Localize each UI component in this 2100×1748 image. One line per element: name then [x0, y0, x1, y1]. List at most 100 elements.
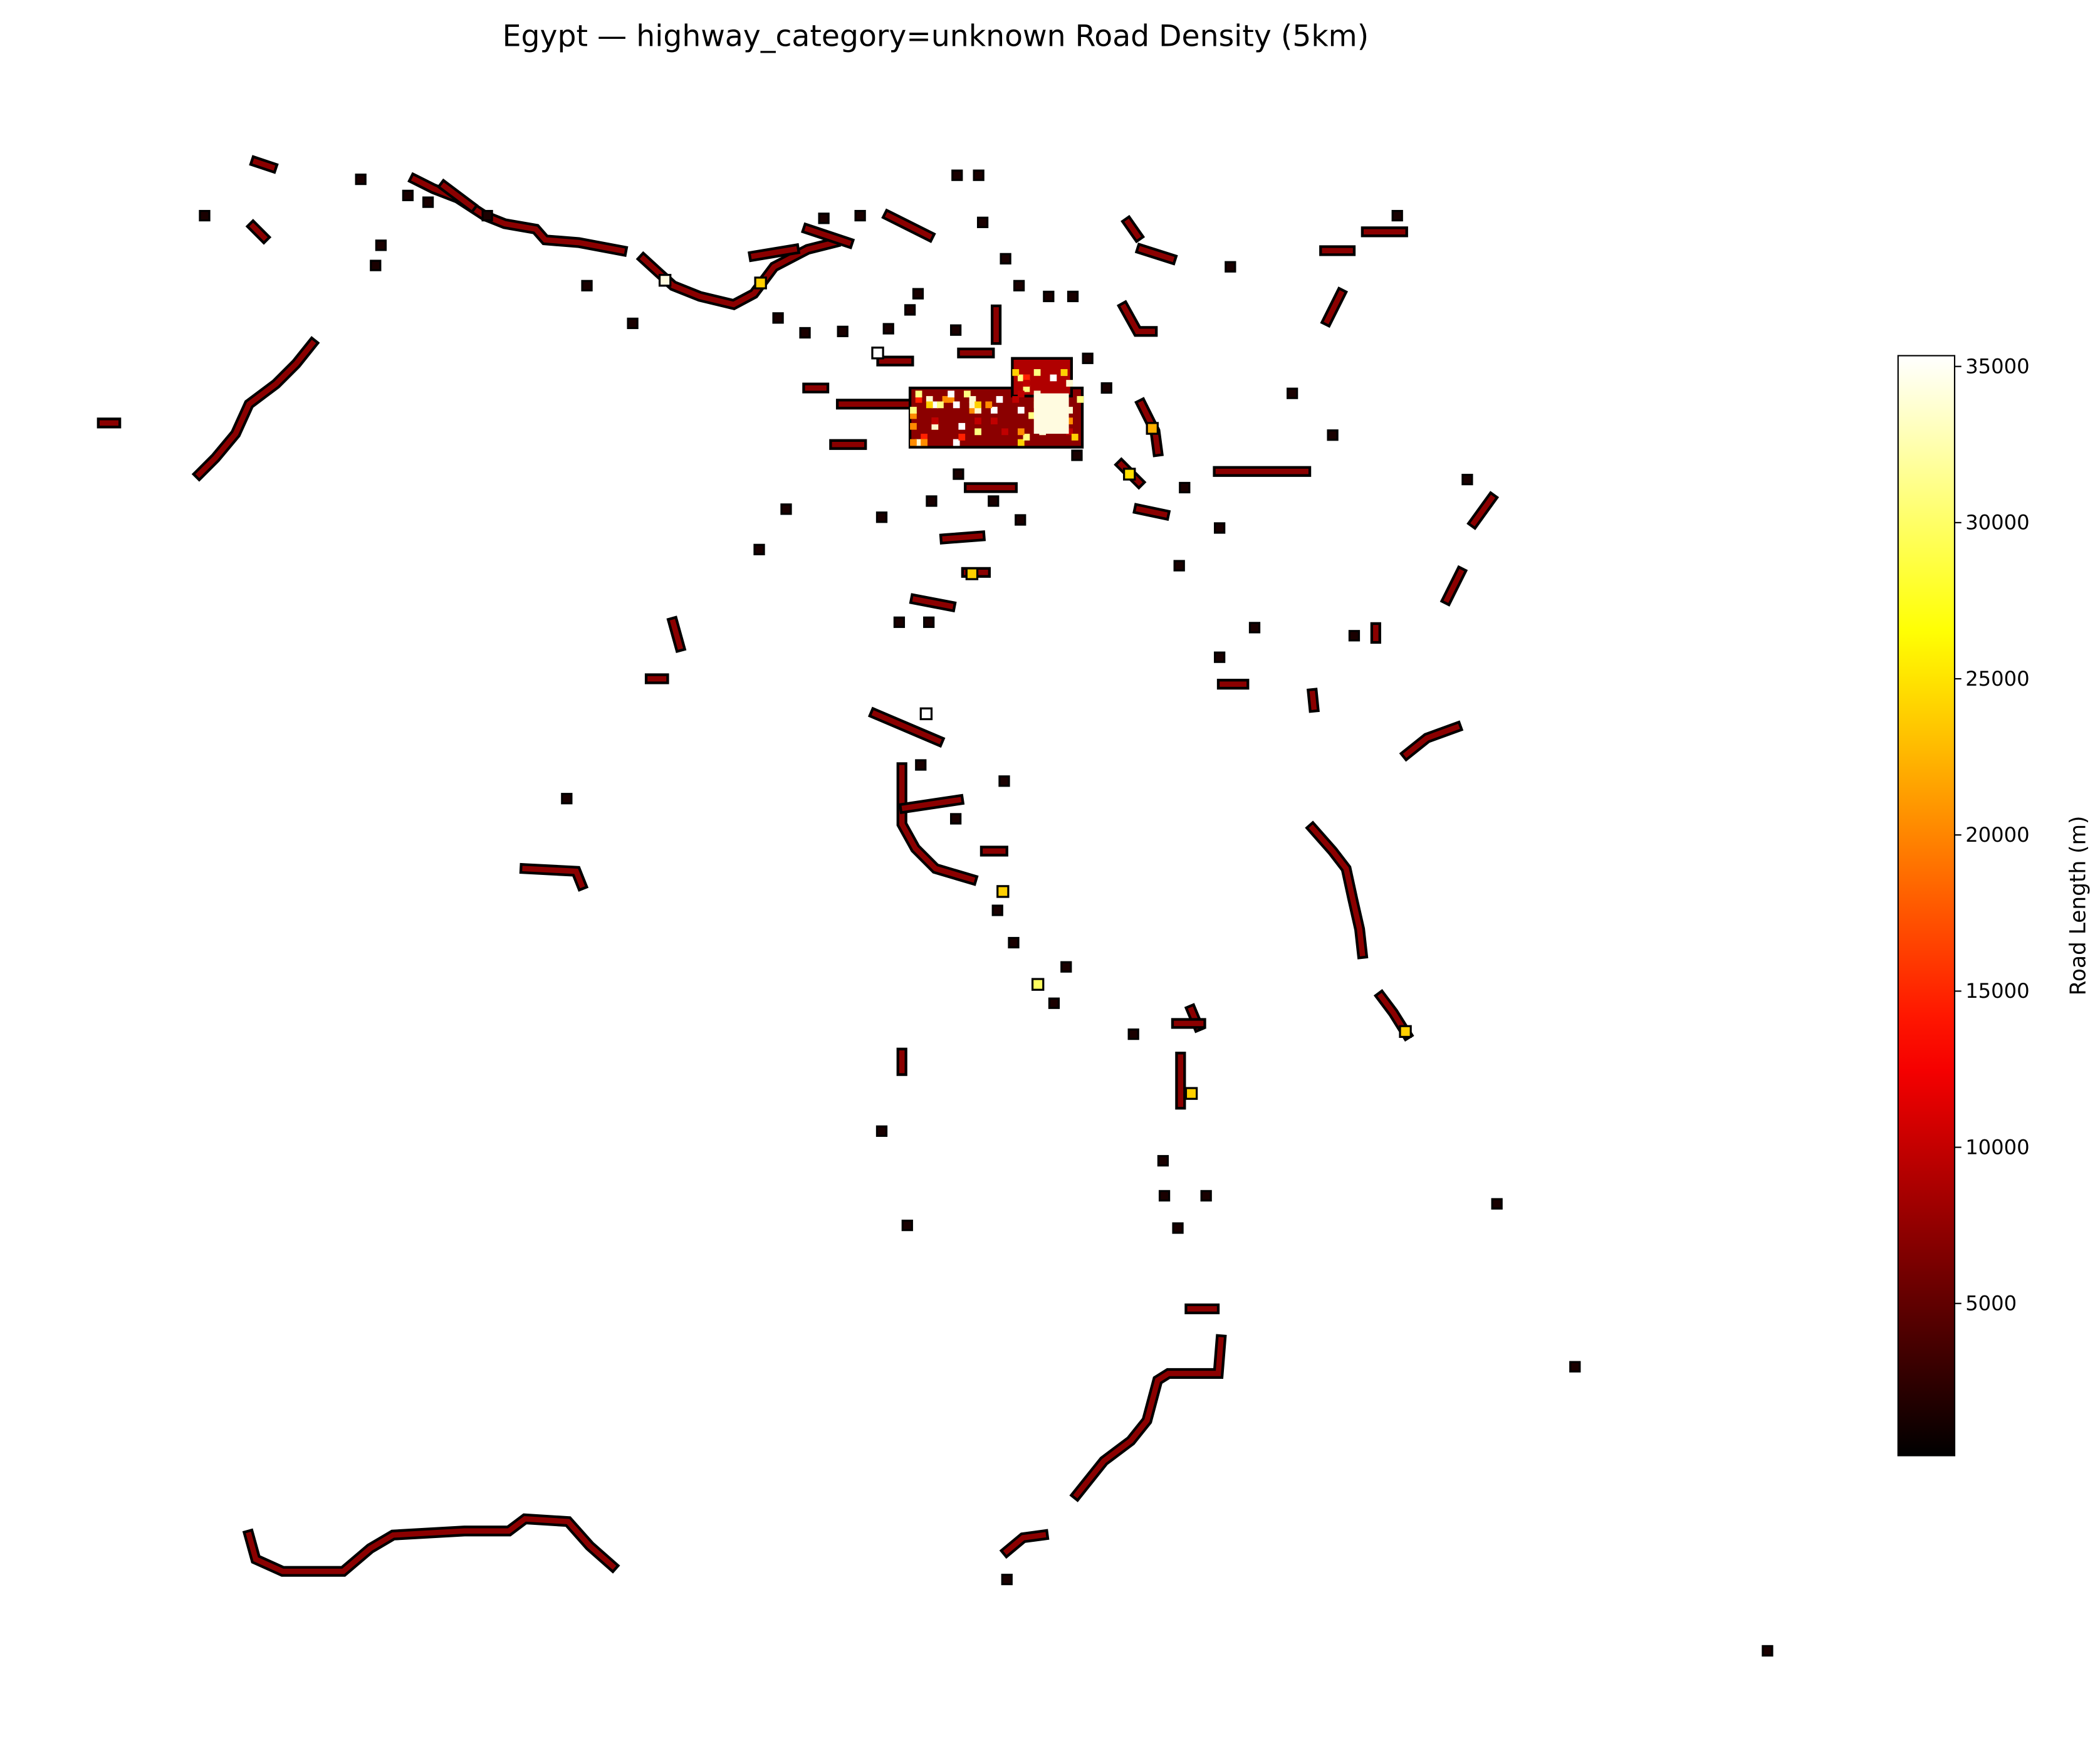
cluster-cell — [1023, 434, 1030, 441]
cell — [901, 1220, 913, 1232]
cell — [375, 239, 387, 251]
cell — [753, 543, 765, 555]
cell — [875, 1125, 888, 1137]
cell — [1225, 261, 1236, 273]
hot-cell — [965, 567, 979, 580]
cluster-cell — [931, 422, 939, 430]
cluster-cell — [1012, 369, 1020, 376]
tick-label: 25000 — [1965, 667, 2029, 691]
cell — [1762, 1645, 1774, 1657]
road — [912, 596, 954, 610]
road — [1120, 303, 1156, 335]
cell — [882, 323, 894, 335]
cell — [893, 616, 906, 628]
road — [1309, 690, 1317, 710]
cell — [1048, 997, 1060, 1009]
cell — [1461, 473, 1473, 486]
cluster-cell — [1017, 390, 1025, 398]
hot-cell — [1184, 1087, 1198, 1100]
cell — [915, 759, 927, 771]
road — [195, 340, 316, 478]
cell — [1043, 290, 1055, 303]
cluster-cell — [1066, 407, 1074, 414]
road — [1309, 824, 1366, 956]
road — [884, 212, 932, 240]
cell — [991, 904, 1003, 916]
road — [1138, 246, 1175, 263]
cluster-cell — [974, 428, 981, 436]
cell — [1214, 651, 1226, 663]
cluster-cell — [985, 401, 993, 409]
cell — [912, 288, 924, 300]
chart-title: Egypt — highway_category=unknown Road De… — [503, 19, 1369, 53]
road — [1324, 290, 1345, 325]
road — [246, 1516, 617, 1574]
cluster-cell — [921, 434, 928, 441]
cluster-cell — [915, 390, 922, 398]
road — [440, 182, 475, 211]
cluster-cell — [926, 395, 933, 403]
cluster-cell — [926, 401, 933, 409]
cluster-cell — [910, 412, 917, 419]
cluster-cell — [1060, 369, 1068, 376]
road — [1470, 495, 1496, 526]
cluster-cell — [1023, 380, 1030, 387]
cluster-cell — [1050, 374, 1057, 382]
road-outline — [242, 1513, 620, 1577]
cluster-cell — [1017, 374, 1025, 382]
cell — [818, 212, 830, 224]
cell — [976, 216, 989, 228]
road — [942, 533, 983, 542]
cluster-cell — [996, 395, 1003, 403]
cell — [1060, 961, 1072, 973]
hot-cell — [1399, 1025, 1412, 1039]
cluster-cell — [958, 434, 966, 441]
road-outline — [1305, 820, 1369, 960]
cell — [1100, 382, 1112, 394]
road — [1124, 218, 1142, 240]
cluster-cell — [1066, 380, 1074, 387]
tick-label: 30000 — [1965, 511, 2029, 535]
cluster-cell — [942, 395, 949, 403]
cluster-cell — [1017, 439, 1025, 446]
cell — [1082, 352, 1094, 364]
tick-label: 35000 — [1965, 354, 2029, 378]
cell — [561, 793, 573, 805]
cell — [951, 169, 963, 181]
colorbar-scale — [1897, 355, 1956, 1457]
road — [252, 158, 276, 171]
cell — [1287, 387, 1298, 399]
cluster-cell — [1066, 428, 1074, 436]
cell — [799, 327, 811, 339]
cluster-cell — [1071, 434, 1079, 441]
cell — [1248, 622, 1261, 634]
cluster-cell — [974, 407, 981, 414]
road — [249, 222, 268, 241]
map — [97, 155, 1774, 1657]
cell — [481, 209, 493, 222]
cluster-cell — [948, 390, 954, 398]
cell — [1008, 936, 1020, 949]
cell — [1327, 429, 1339, 441]
cluster-cell — [915, 395, 922, 403]
cluster-cell — [969, 407, 976, 414]
cell — [1172, 1222, 1184, 1234]
hot-cell — [1146, 422, 1159, 435]
cluster-cell — [910, 439, 917, 446]
road — [871, 710, 942, 745]
cell — [422, 196, 434, 208]
tick-label: 15000 — [1965, 979, 2029, 1003]
cluster-cell — [1023, 385, 1030, 392]
cell — [772, 312, 784, 324]
cell — [1067, 290, 1079, 303]
cell — [581, 280, 593, 291]
cell — [1000, 253, 1011, 264]
cell — [1491, 1198, 1503, 1210]
road — [1403, 723, 1460, 758]
cell — [923, 616, 935, 628]
cluster-cell — [1017, 407, 1025, 414]
cluster-cell — [1001, 428, 1008, 436]
colorbar-label: Road Length (m) — [2066, 816, 2091, 996]
hot-cell — [871, 346, 884, 360]
